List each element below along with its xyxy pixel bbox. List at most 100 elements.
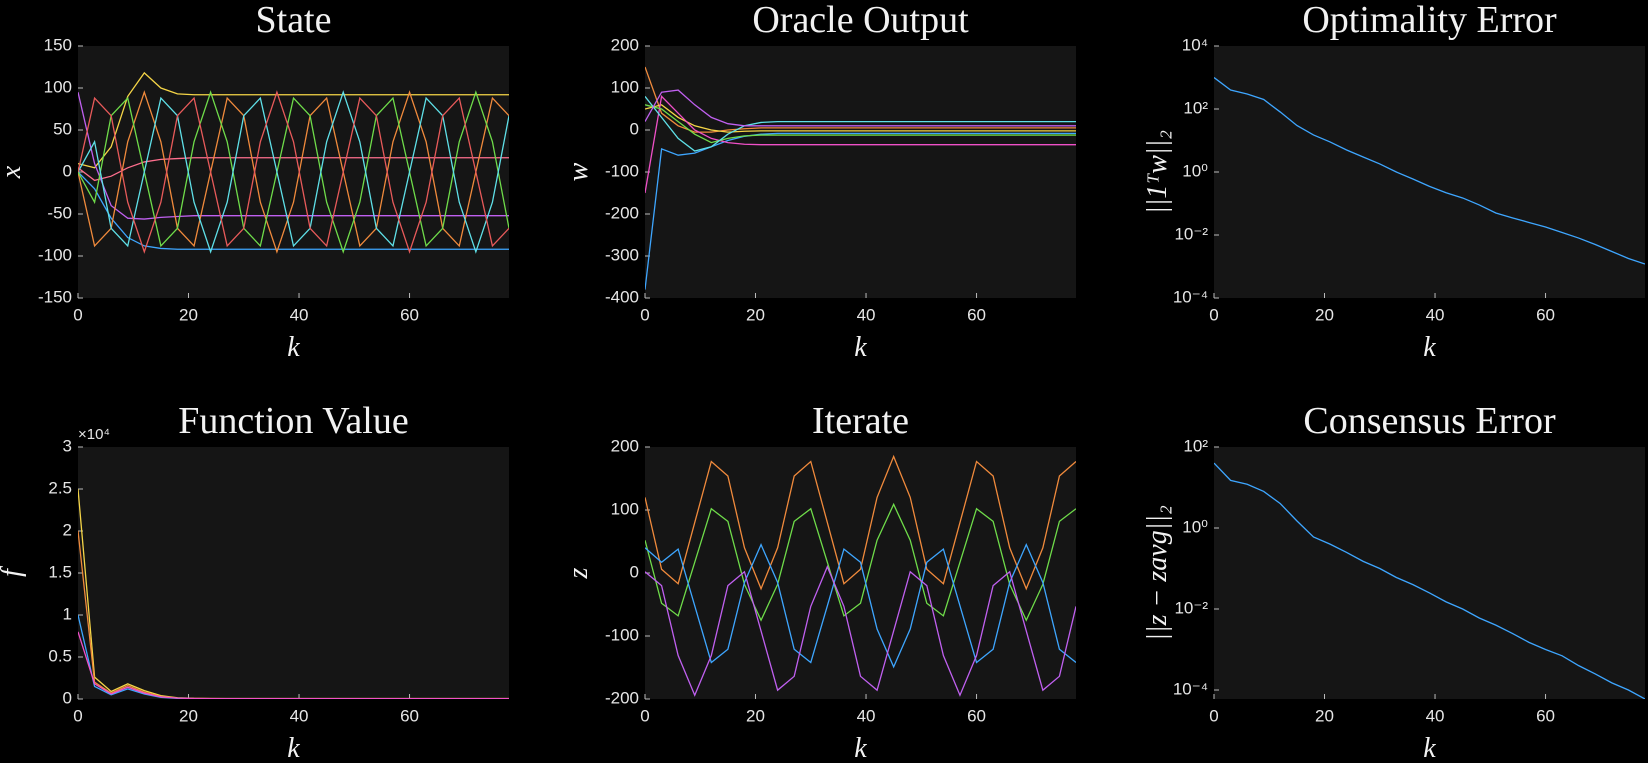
y-tick-label: 10⁰ — [1182, 161, 1208, 180]
x-tick-label: 40 — [857, 305, 876, 324]
x-tick-label: 20 — [179, 305, 198, 324]
x-tick-label: 40 — [1426, 305, 1445, 324]
panel-title: Function Value — [178, 400, 408, 442]
series-line — [78, 90, 509, 254]
y-tick-label: -200 — [605, 203, 639, 222]
series-line — [645, 89, 1076, 127]
panel: Optimality Error k ||1ᵀw||₂ 0 20 40 60 10⁻⁴ 10⁻²… — [1142, 0, 1645, 363]
plot-area — [78, 46, 509, 298]
y-tick-label: 150 — [44, 35, 72, 54]
x-tick-label: 60 — [400, 305, 419, 324]
x-tick-label: 20 — [746, 305, 765, 324]
y-tick-label: 50 — [53, 119, 72, 138]
x-tick-label: 40 — [1426, 706, 1445, 725]
y-tick-label: -100 — [38, 245, 72, 264]
panel-title: State — [256, 0, 332, 41]
series-line — [78, 90, 509, 254]
series-line — [645, 104, 1076, 144]
y-tick-label: 2.5 — [48, 478, 72, 497]
y-tick-label: 0 — [630, 562, 639, 581]
x-tick-label: 0 — [640, 305, 649, 324]
series-line — [78, 90, 509, 254]
panel: Consensus Error k ||z − zavg||₂ 0 20 40 60 10⁻⁴… — [1142, 400, 1645, 763]
y-tick-label: 100 — [611, 499, 639, 518]
x-tick-label: 40 — [290, 706, 309, 725]
y-tick-label: 10⁰ — [1182, 517, 1208, 536]
series-line — [78, 90, 509, 254]
y-tick-label: 3 — [63, 436, 72, 455]
plot-area — [78, 447, 509, 699]
y-axis-label: ||z − zavg||₂ — [1142, 505, 1173, 641]
x-tick-label: 0 — [1209, 706, 1218, 725]
y-tick-label: 100 — [44, 77, 72, 96]
x-tick-label: 0 — [1209, 305, 1218, 324]
series-line — [645, 66, 1076, 133]
series-line — [645, 543, 1076, 669]
panel-title: Oracle Output — [752, 0, 969, 41]
plot-area — [645, 447, 1076, 699]
x-tick-label: 60 — [967, 305, 986, 324]
x-tick-label: 0 — [73, 305, 82, 324]
y-axis-label: w — [563, 162, 594, 181]
series-line — [645, 502, 1076, 622]
y-tick-label: -200 — [605, 688, 639, 707]
x-tick-label: 60 — [400, 706, 419, 725]
x-tick-label: 60 — [967, 706, 986, 725]
x-tick-label: 20 — [179, 706, 198, 725]
y-tick-label: 0 — [63, 688, 72, 707]
series-line — [645, 454, 1076, 591]
series-line — [645, 132, 1076, 290]
panel-title: Iterate — [812, 400, 909, 442]
y-axis-label: ||1ᵀw||₂ — [1142, 130, 1173, 214]
x-axis-label: k — [854, 332, 867, 363]
series-line — [645, 565, 1076, 697]
y-tick-label: 1.5 — [48, 562, 72, 581]
panel-title: Optimality Error — [1302, 0, 1557, 41]
x-tick-label: 0 — [73, 706, 82, 725]
y-exponent-label: ×10⁴ — [78, 426, 110, 443]
y-tick-label: 100 — [611, 77, 639, 96]
y-tick-label: 10² — [1183, 436, 1208, 455]
series-line — [1214, 462, 1645, 699]
series-line — [78, 71, 509, 169]
x-axis-label: k — [854, 733, 867, 763]
y-tick-label: -50 — [47, 203, 72, 222]
x-tick-label: 40 — [857, 706, 876, 725]
panel: Oracle Output k w 0 20 40 60 -400 -300 -200 -100 0 1… — [563, 0, 1076, 363]
panel: Iterate k z 0 20 40 60 -200 -100 0 100 200 — [563, 400, 1076, 763]
panel-title: Consensus Error — [1303, 400, 1556, 442]
x-axis-label: k — [1423, 733, 1436, 763]
y-tick-label: 10⁻⁴ — [1173, 287, 1208, 306]
y-tick-label: 10⁻⁴ — [1173, 679, 1208, 698]
x-tick-label: 20 — [1315, 706, 1334, 725]
y-tick-label: 0.5 — [48, 646, 72, 665]
plot-area — [645, 46, 1076, 298]
series-line — [78, 92, 509, 220]
y-axis-label: z — [563, 567, 594, 579]
y-tick-label: 0 — [630, 119, 639, 138]
series-line — [78, 157, 509, 182]
y-tick-label: 10⁴ — [1182, 35, 1208, 54]
x-tick-label: 0 — [640, 706, 649, 725]
y-tick-label: -400 — [605, 287, 639, 306]
y-tick-label: -100 — [605, 625, 639, 644]
x-tick-label: 60 — [1536, 706, 1555, 725]
y-tick-label: 1 — [63, 604, 72, 623]
y-tick-label: 2 — [63, 520, 72, 539]
y-tick-label: -300 — [605, 245, 639, 264]
x-tick-label: 20 — [1315, 305, 1334, 324]
series-line — [78, 171, 509, 250]
y-tick-label: 200 — [611, 436, 639, 455]
y-tick-label: -150 — [38, 287, 72, 306]
x-axis-label: k — [1423, 332, 1436, 363]
y-tick-label: 10⁻² — [1174, 598, 1208, 617]
plot-area — [1214, 46, 1645, 298]
series-line — [645, 95, 1076, 194]
series-line — [78, 631, 509, 699]
series-line — [645, 104, 1076, 133]
y-tick-label: 10² — [1183, 98, 1208, 117]
x-tick-label: 60 — [1536, 305, 1555, 324]
plot-area — [1214, 447, 1645, 699]
x-tick-label: 40 — [290, 305, 309, 324]
